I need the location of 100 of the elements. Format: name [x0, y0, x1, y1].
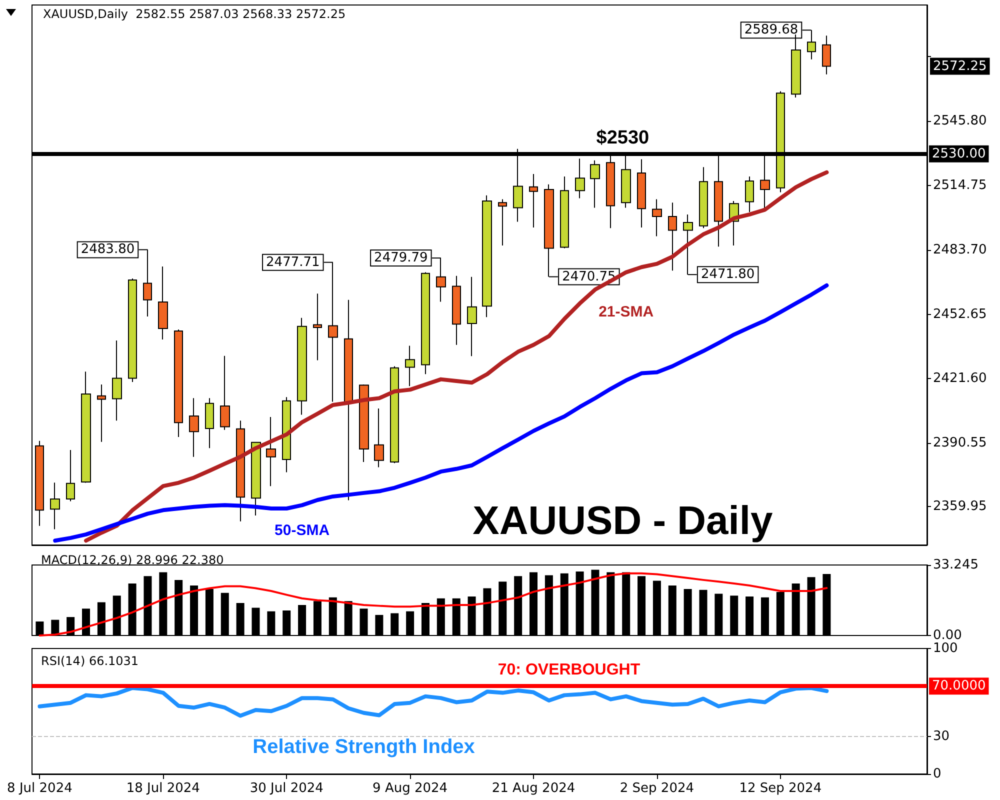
candlestick [482, 194, 492, 318]
candlestick [189, 398, 199, 458]
bar [298, 604, 306, 636]
candlestick [344, 299, 353, 501]
bar [622, 572, 630, 636]
line-series [53, 283, 829, 543]
bar [205, 589, 214, 636]
bar [822, 574, 831, 636]
candlestick [652, 198, 662, 237]
bar [390, 613, 399, 636]
bar [190, 585, 198, 636]
x-tick-label: 9 Aug 2024 [372, 781, 448, 796]
bar [530, 572, 538, 636]
bar [252, 608, 260, 636]
candlestick [66, 450, 75, 502]
chart-title: XAUUSD,Daily 2582.55 2587.03 2568.33 2572.25 [43, 7, 346, 21]
candlestick [236, 420, 245, 522]
bar [236, 603, 244, 636]
candlestick [467, 276, 477, 357]
line-series [38, 572, 828, 636]
candlestick [251, 442, 261, 516]
bar [792, 584, 800, 636]
bar [144, 576, 152, 636]
candlestick [205, 398, 214, 449]
bar [344, 601, 352, 636]
bar [606, 572, 615, 636]
y-tick-label: 2421.60 [933, 371, 987, 386]
x-tick-label: 8 Jul 2024 [7, 781, 72, 796]
bar [714, 594, 723, 636]
candlestick [313, 293, 322, 361]
candlestick [374, 408, 384, 468]
bar [468, 596, 476, 636]
x-tick-label: 30 Jul 2024 [250, 781, 324, 796]
bar [174, 580, 183, 636]
annotation: XAUUSD - Daily [472, 499, 774, 543]
x-tick-label: 18 Jul 2024 [126, 781, 200, 796]
bar [97, 602, 106, 636]
y-tick-label: 30 [933, 728, 950, 744]
candlestick [498, 198, 507, 246]
bar [313, 601, 322, 636]
y-tick-label: 0.00 [933, 628, 962, 643]
bar [483, 588, 492, 636]
candlestick [529, 174, 538, 228]
bar [668, 585, 676, 636]
bar [807, 577, 816, 636]
candlestick [282, 396, 291, 473]
candlestick [50, 482, 60, 530]
annotation: 2479.79 [374, 250, 428, 266]
candlestick [128, 278, 137, 383]
bar [776, 592, 784, 636]
bar [436, 598, 445, 636]
candlestick [158, 266, 168, 340]
annotation: 2589.68 [744, 22, 798, 38]
y-tick-label: 2390.55 [933, 436, 987, 451]
series-label: Relative Strength Index [252, 736, 475, 758]
candlestick [405, 345, 415, 387]
bar [560, 573, 568, 636]
annotation: $2530 [596, 127, 650, 148]
candlestick [575, 158, 585, 199]
candlestick [112, 340, 122, 422]
bar [591, 570, 600, 636]
text: RSI(14) 66.1031 [41, 654, 139, 668]
bar [544, 575, 553, 636]
bar [82, 608, 90, 636]
y-tick-label: 0 [933, 766, 942, 782]
bar [498, 582, 507, 636]
x-tick-label: 12 Sep 2024 [739, 781, 822, 796]
candlestick [359, 384, 369, 463]
chart-title: MACD(12,26,9) 28.996 22.380 [41, 553, 224, 567]
annotation: 2471.80 [700, 267, 755, 282]
candlestick [297, 317, 307, 416]
y-tick-label: 33.245 [933, 558, 978, 572]
y-tick-label: 2452.65 [933, 306, 987, 322]
candlestick [220, 355, 230, 430]
candlestick [35, 440, 44, 526]
candlestick [266, 416, 276, 487]
y-tick-label: 2514.75 [933, 178, 987, 194]
bar [652, 580, 661, 636]
bar [159, 572, 168, 636]
annotation: 2477.71 [266, 254, 320, 270]
candlestick [390, 366, 399, 464]
candlestick [590, 160, 600, 208]
bar [112, 596, 121, 636]
bar [220, 592, 229, 636]
candlestick [637, 158, 646, 228]
x-tick-label: 21 Aug 2024 [492, 781, 576, 796]
ref-line-label: 2530.00 [932, 146, 986, 162]
bar [375, 614, 384, 636]
bar [746, 596, 754, 636]
bar [267, 611, 276, 636]
candlestick [421, 272, 430, 375]
candlestick [81, 371, 91, 484]
text: 2572.25 [933, 58, 987, 74]
line-series [38, 686, 829, 718]
bar [328, 597, 337, 636]
candlestick [560, 176, 569, 249]
bar [128, 584, 136, 636]
bar [360, 608, 368, 636]
candlestick [745, 176, 754, 212]
y-tick-label: 100 [933, 641, 958, 656]
